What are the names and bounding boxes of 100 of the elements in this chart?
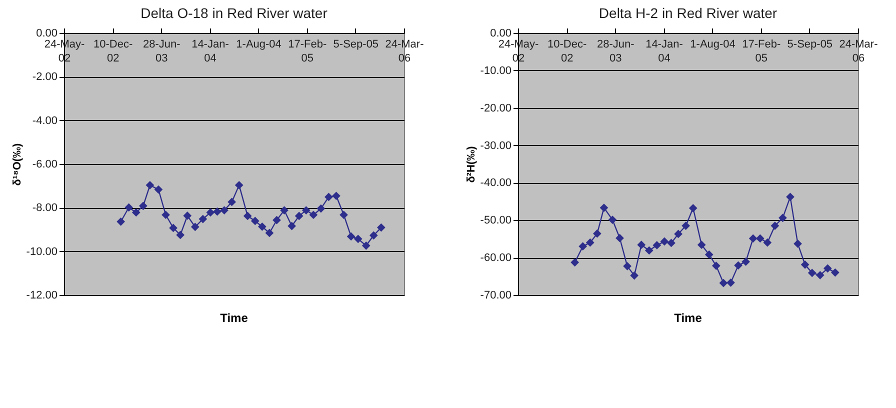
point — [742, 258, 750, 266]
point — [198, 214, 208, 224]
point — [608, 216, 617, 224]
point — [316, 204, 326, 213]
point — [332, 192, 340, 200]
chart-title: Delta H-2 in Red River water — [598, 5, 778, 21]
y-axis-title: δ²H(‰) — [465, 146, 478, 183]
y-tick-label: -2.00 — [32, 71, 58, 84]
x-tick-label: 5-Sep-05 — [333, 38, 379, 50]
y-tick-label: -10.00 — [480, 64, 512, 77]
y-tick-label: -60.00 — [480, 252, 512, 264]
y-tick-label: 0.00 — [36, 28, 58, 40]
point — [124, 203, 134, 212]
x-tick-label: 1-Aug-04 — [690, 38, 736, 50]
point — [206, 208, 215, 217]
point — [660, 237, 669, 246]
point — [763, 238, 772, 247]
point — [183, 212, 192, 220]
point — [770, 222, 780, 230]
chart-title: Delta O-18 in Red River water — [140, 5, 328, 21]
point — [830, 268, 840, 277]
y-tick-label: -10.00 — [26, 246, 58, 258]
y-tick-label: -50.00 — [480, 214, 512, 227]
y-tick-label: -40.00 — [480, 177, 512, 190]
x-tick-label: 28-Jun-03 — [142, 38, 181, 64]
y-tick-label: -70.00 — [480, 290, 512, 302]
point — [213, 207, 222, 216]
point — [697, 240, 706, 250]
x-tick-label: 28-Jun-03 — [596, 38, 635, 64]
x-tick-label: 24-Mar-06 — [839, 38, 878, 64]
point — [719, 278, 728, 288]
point — [176, 230, 185, 240]
point — [630, 271, 639, 280]
point — [786, 192, 794, 202]
point — [272, 216, 281, 224]
y-tick-label: -8.00 — [32, 202, 58, 214]
y-tick-label: -4.00 — [32, 114, 58, 127]
point — [704, 250, 714, 259]
point — [578, 242, 588, 251]
point — [138, 202, 148, 210]
point — [570, 258, 580, 267]
point — [302, 206, 310, 214]
point — [734, 261, 742, 270]
point — [637, 240, 646, 250]
x-tick-label: 14-Jan-04 — [192, 38, 230, 64]
point — [169, 224, 178, 232]
point — [623, 262, 632, 270]
x-tick-label: 5-Sep-05 — [787, 38, 833, 50]
point — [816, 270, 824, 280]
point — [116, 217, 126, 226]
x-tick-label: 17-Feb-05 — [742, 38, 781, 64]
point — [682, 222, 690, 230]
point — [146, 180, 154, 190]
point — [258, 222, 266, 231]
point — [600, 204, 608, 212]
x-tick-label: 24-Mar-06 — [385, 38, 424, 64]
point — [712, 262, 720, 270]
point — [823, 264, 832, 273]
x-axis-title: Time — [674, 311, 702, 325]
x-tick-label: 10-Dec-02 — [548, 38, 587, 64]
y-tick-label: 0.00 — [490, 28, 512, 40]
point — [586, 238, 594, 247]
y-axis-title: δ¹⁸O(‰) — [11, 142, 24, 186]
x-tick-label: 14-Jan-04 — [646, 38, 684, 64]
point — [243, 212, 252, 220]
point — [162, 210, 170, 220]
point — [667, 238, 676, 248]
point — [726, 278, 735, 287]
x-tick-label: 10-Dec-02 — [94, 38, 133, 64]
point — [265, 228, 274, 238]
x-axis-title: Time — [220, 311, 248, 325]
point — [280, 206, 288, 214]
point — [794, 240, 802, 248]
point — [748, 234, 758, 243]
point — [592, 229, 602, 238]
point — [778, 214, 787, 222]
x-tick-label: 17-Feb-05 — [288, 38, 327, 64]
point — [644, 246, 654, 255]
point — [800, 260, 810, 269]
point — [309, 210, 318, 220]
point — [294, 212, 304, 220]
point — [220, 206, 228, 214]
point — [376, 223, 386, 232]
y-tick-label: -20.00 — [480, 102, 512, 114]
point — [688, 204, 698, 212]
point — [234, 180, 244, 190]
point — [808, 268, 816, 278]
point — [362, 241, 370, 250]
point — [616, 234, 624, 242]
point — [154, 185, 163, 194]
x-tick-label: 1-Aug-04 — [236, 38, 282, 50]
point — [346, 232, 356, 241]
point — [132, 208, 140, 217]
point — [369, 231, 378, 240]
point — [652, 241, 662, 250]
point — [354, 234, 362, 244]
point — [340, 210, 348, 220]
point — [228, 198, 236, 206]
y-tick-label: -6.00 — [32, 158, 58, 170]
point — [250, 216, 260, 226]
